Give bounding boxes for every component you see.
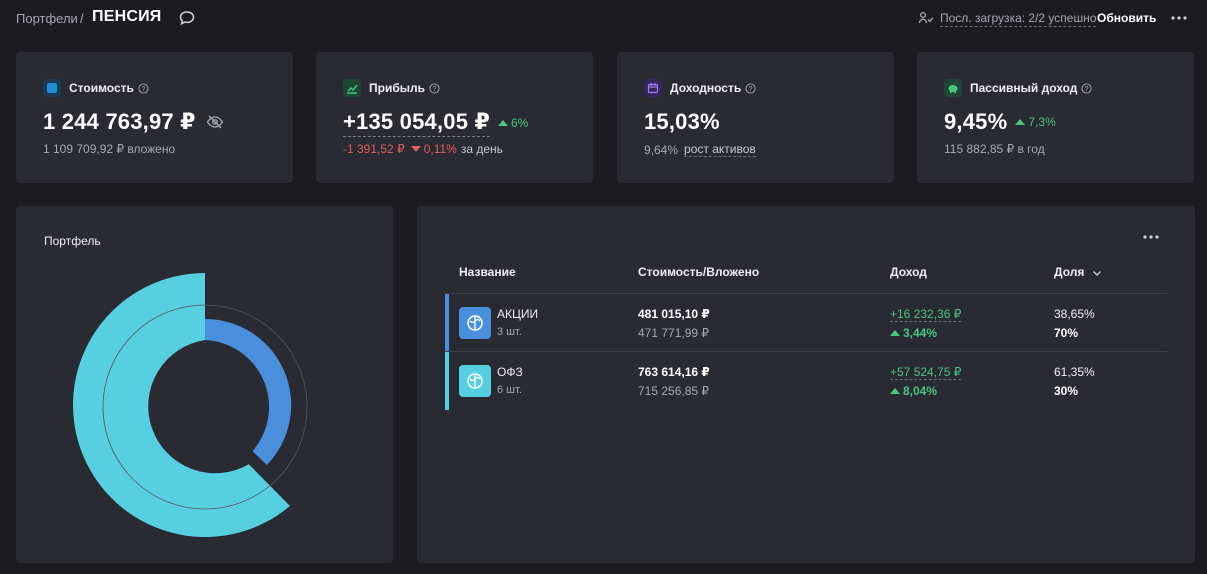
day-change-value: -1 391,52 ₽ bbox=[343, 142, 405, 156]
arrow-up-icon bbox=[1015, 119, 1026, 125]
svg-text:?: ? bbox=[749, 85, 753, 92]
svg-text:?: ? bbox=[433, 85, 437, 92]
day-change-suffix: за день bbox=[460, 142, 503, 156]
row-divider bbox=[445, 351, 1167, 352]
table-header-divider bbox=[445, 293, 1167, 294]
asset-name[interactable]: ОФЗ bbox=[497, 365, 523, 379]
stocks-icon bbox=[459, 307, 491, 339]
table-row[interactable]: ОФЗ 6 шт. 763 614,16 ₽ 715 256,85 ₽ +57 … bbox=[445, 352, 1167, 410]
passive-delta-value: 7,3% bbox=[1028, 115, 1056, 129]
row-color-bar bbox=[445, 352, 449, 410]
passive-income-card: Пассивный доход ? 9,45% 7,3% 115 882,85 … bbox=[917, 52, 1194, 183]
passive-income-value: 9,45% bbox=[944, 109, 1008, 134]
portfolio-chart-panel: Портфель bbox=[16, 206, 393, 563]
yield-card: Доходность ? 15,03% 9,64% рост активов bbox=[617, 52, 894, 183]
asset-cost: 763 614,16 ₽ bbox=[638, 365, 710, 379]
chevron-down-icon[interactable] bbox=[1092, 268, 1102, 278]
refresh-button[interactable]: Обновить bbox=[1097, 11, 1157, 25]
breadcrumb-separator: / bbox=[80, 11, 84, 26]
breadcrumb-portfolios-link[interactable]: Портфели bbox=[16, 11, 78, 26]
piggy-icon bbox=[944, 79, 962, 97]
income-percent-value: 3,44% bbox=[903, 326, 938, 340]
chart-icon bbox=[343, 79, 361, 97]
column-header-share-label: Доля bbox=[1054, 265, 1085, 279]
donut-outer-bonds-segment[interactable] bbox=[73, 273, 290, 537]
income-percent-value: 8,04% bbox=[903, 384, 938, 398]
asset-growth-link[interactable]: рост активов bbox=[684, 142, 756, 157]
svg-text:?: ? bbox=[142, 85, 146, 92]
asset-cost: 481 015,10 ₽ bbox=[638, 307, 710, 321]
asset-count: 3 шт. bbox=[497, 326, 522, 338]
arrow-up-icon bbox=[890, 330, 900, 336]
comment-icon[interactable] bbox=[178, 9, 196, 27]
table-row[interactable]: АКЦИИ 3 шт. 481 015,10 ₽ 471 771,99 ₽ +1… bbox=[445, 294, 1167, 352]
svg-text:?: ? bbox=[1085, 85, 1089, 92]
last-load-status[interactable]: Посл. загрузка: 2/2 успешно bbox=[940, 11, 1097, 27]
profit-day-change: -1 391,52 ₽ 0,11% за день bbox=[343, 142, 503, 156]
arrow-up-icon bbox=[497, 120, 508, 126]
assets-table-panel: Название Стоимость/Вложено Доход Доля АК… bbox=[417, 206, 1195, 563]
asset-share: 61,35% bbox=[1054, 365, 1095, 379]
value-card-label: Стоимость bbox=[69, 81, 134, 95]
page-title: ПЕНСИЯ bbox=[92, 8, 162, 25]
profit-delta-value: 6% bbox=[510, 116, 529, 130]
hide-eye-icon[interactable] bbox=[206, 115, 224, 129]
profit-card-label: Прибыль bbox=[369, 81, 425, 95]
asset-share: 38,65% bbox=[1054, 307, 1095, 321]
asset-income-percent: 3,44% bbox=[890, 326, 937, 340]
invested-amount: 1 109 709,92 ₽ вложено bbox=[43, 142, 176, 156]
asset-invested: 715 256,85 ₽ bbox=[638, 384, 710, 398]
more-options-icon[interactable] bbox=[1170, 9, 1188, 27]
asset-count: 6 шт. bbox=[497, 384, 522, 396]
help-icon[interactable]: ? bbox=[745, 82, 756, 94]
arrow-up-icon bbox=[890, 388, 900, 394]
arrow-down-icon bbox=[410, 146, 421, 152]
help-icon[interactable]: ? bbox=[1081, 82, 1092, 94]
asset-growth-value: 9,64% bbox=[644, 142, 679, 157]
asset-income-percent: 8,04% bbox=[890, 384, 937, 398]
asset-target-share: 30% bbox=[1054, 384, 1079, 398]
help-icon[interactable]: ? bbox=[138, 82, 149, 94]
top-bar: Портфели / ПЕНСИЯ Посл. загрузка: 2/2 ус… bbox=[0, 0, 1207, 36]
passive-card-label: Пассивный доход bbox=[970, 81, 1078, 95]
portfolio-chart-title: Портфель bbox=[44, 234, 101, 248]
portfolio-value: 1 244 763,97 ₽ bbox=[43, 109, 196, 134]
asset-target-share: 70% bbox=[1054, 326, 1079, 340]
donut-inner-stocks-segment[interactable] bbox=[205, 318, 292, 465]
passive-income-yearly: 115 882,85 ₽ в год bbox=[944, 142, 1045, 156]
donut-guide-circle bbox=[102, 304, 308, 510]
yield-value: 15,03% bbox=[644, 109, 720, 134]
profit-delta: 6% bbox=[497, 116, 529, 130]
column-header-income[interactable]: Доход bbox=[890, 265, 927, 279]
asset-growth: 9,64% рост активов bbox=[644, 142, 756, 157]
upload-status-icon bbox=[918, 11, 934, 24]
yield-card-label: Доходность bbox=[670, 81, 742, 95]
calendar-icon bbox=[644, 79, 662, 97]
portfolio-donut-chart bbox=[73, 273, 308, 537]
asset-invested: 471 771,99 ₽ bbox=[638, 326, 710, 340]
asset-income[interactable]: +16 232,36 ₽ bbox=[890, 307, 962, 322]
more-options-icon[interactable] bbox=[1142, 228, 1160, 246]
row-color-bar bbox=[445, 294, 449, 352]
profit-card: Прибыль ? +135 054,05 ₽ 6% -1 391,52 ₽ 0… bbox=[316, 52, 593, 183]
column-header-cost[interactable]: Стоимость/Вложено bbox=[638, 265, 760, 279]
column-header-share[interactable]: Доля bbox=[1054, 265, 1102, 279]
passive-delta: 7,3% bbox=[1015, 115, 1056, 129]
bonds-icon bbox=[459, 365, 491, 397]
profit-value[interactable]: +135 054,05 ₽ bbox=[343, 109, 490, 137]
asset-name[interactable]: АКЦИИ bbox=[497, 307, 539, 321]
day-change-percent: 0,11% bbox=[423, 142, 457, 156]
column-header-name[interactable]: Название bbox=[459, 265, 516, 279]
asset-income[interactable]: +57 524,75 ₽ bbox=[890, 365, 962, 380]
value-card: Стоимость ? 1 244 763,97 ₽ 1 109 709,92 … bbox=[16, 52, 293, 183]
help-icon[interactable]: ? bbox=[429, 82, 440, 94]
wallet-icon bbox=[43, 79, 61, 97]
